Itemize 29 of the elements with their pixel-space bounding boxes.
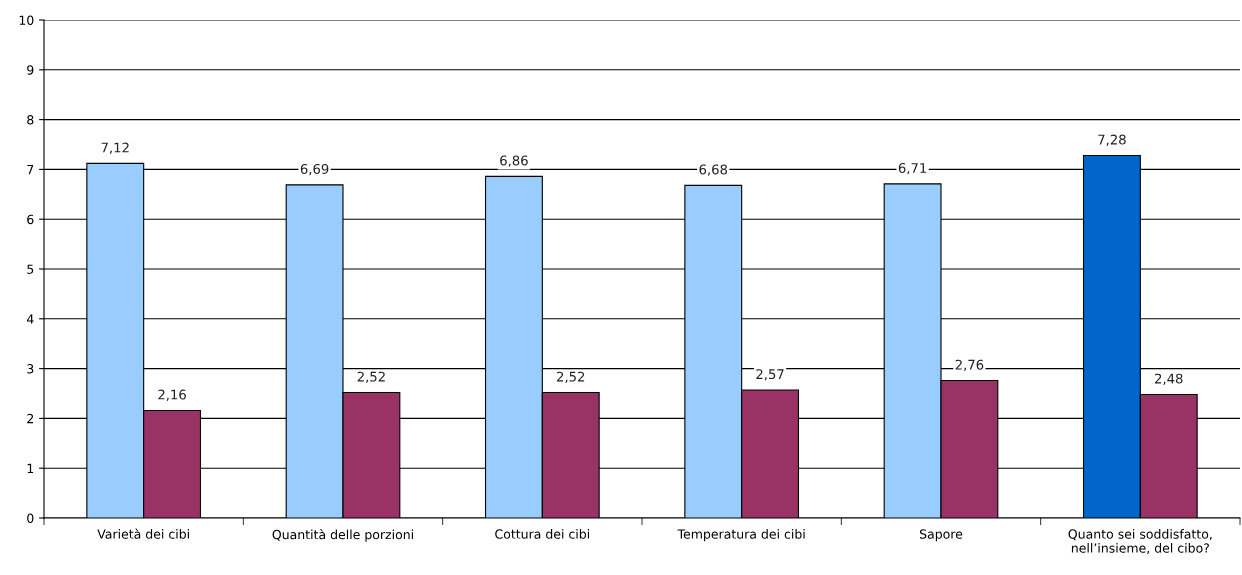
data-label: 2,76	[955, 359, 984, 372]
y-tick-label: 6	[27, 214, 34, 225]
data-label: 2,52	[557, 371, 585, 383]
y-tick-label: 9	[27, 65, 34, 75]
y-tick-label: 5	[27, 264, 34, 274]
y-tick-label: 3	[27, 364, 34, 374]
data-label: 6,69	[300, 163, 329, 176]
data-label: 2,16	[158, 389, 186, 401]
x-tick-label: Sapore	[919, 529, 963, 542]
x-tick-label: Quanto sei soddisfatto, nell’insieme, del cibo?	[1068, 529, 1212, 555]
x-tick-label: Varietà dei cibi	[97, 528, 189, 539]
data-label: 6,86	[500, 155, 528, 167]
data-label: 2,57	[756, 369, 784, 381]
data-label: 7,28	[1098, 134, 1126, 146]
data-label: 7,12	[101, 142, 129, 154]
y-tick-label: 1	[27, 463, 34, 473]
y-tick-label: 4	[26, 314, 34, 324]
y-tick-label: 0	[27, 513, 34, 523]
x-tick-label: Cottura dei cibi	[495, 529, 590, 539]
y-tick-label: 2	[27, 413, 34, 424]
data-label: 2,52	[357, 371, 385, 383]
data-label: 6,71	[898, 162, 927, 175]
data-label: 6,68	[699, 164, 728, 176]
y-tick-label: 8	[27, 115, 34, 125]
x-tick-label: Quantità delle porzioni	[272, 529, 413, 542]
y-tick-label: 7	[27, 165, 34, 175]
data-label: 2,48	[1155, 373, 1183, 385]
x-tick-label: Temperatura dei cibi	[677, 529, 805, 542]
y-tick-label: 10	[19, 15, 34, 25]
